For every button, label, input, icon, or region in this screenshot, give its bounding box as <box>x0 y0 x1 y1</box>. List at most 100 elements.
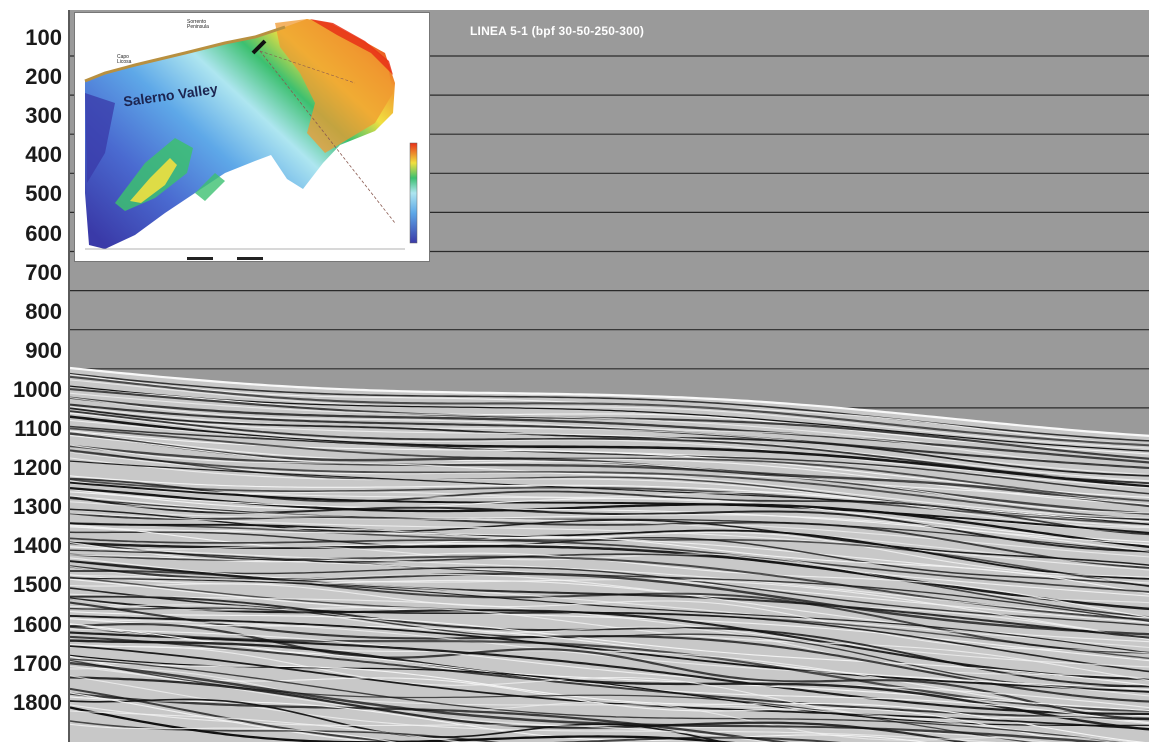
reflector <box>70 475 1149 523</box>
reflector <box>70 618 1149 697</box>
reflector <box>70 412 1149 482</box>
reflector <box>70 379 1149 449</box>
reflector <box>70 385 1149 452</box>
coastline <box>84 25 286 83</box>
reflector <box>70 546 1149 619</box>
reflector <box>70 645 1149 730</box>
reflector <box>70 444 1149 515</box>
time-tick-label: 1600 <box>13 611 62 637</box>
time-tick-label: 300 <box>25 103 62 129</box>
reflector <box>70 597 1149 681</box>
profile-trace <box>259 50 396 224</box>
reflector <box>70 595 1149 688</box>
reflector <box>70 675 998 742</box>
time-tick-label: 1400 <box>13 533 62 559</box>
reflector <box>70 522 1149 588</box>
reflector <box>70 614 1149 693</box>
time-tick-label: 1800 <box>13 689 62 715</box>
reflector <box>70 676 968 742</box>
reflector <box>70 427 1149 502</box>
reflector <box>70 509 1149 567</box>
inset-bathymetry-map: Sorrento Peninsula Capo Licosa Salerno V… <box>74 12 430 262</box>
reflector <box>70 478 1149 526</box>
bathymetry-surface <box>85 19 395 249</box>
reflector <box>70 577 1149 654</box>
reflector <box>70 570 1149 654</box>
time-tick-label: 1200 <box>13 455 62 481</box>
reflector <box>70 375 1149 447</box>
reflector <box>70 593 1149 668</box>
time-tick-label: 1500 <box>13 572 62 598</box>
reflector <box>70 604 1149 680</box>
reflector <box>70 431 1149 506</box>
reflector <box>70 435 1149 506</box>
reflector <box>70 450 1149 521</box>
reflector <box>70 524 1149 595</box>
seismic-reflectors <box>70 366 1149 742</box>
time-tick-label: 400 <box>25 142 62 168</box>
reflector <box>70 623 1149 712</box>
reflector <box>70 557 1149 639</box>
section-title: LINEA 5-1 (bpf 30-50-250-300) <box>470 24 645 38</box>
reflector <box>70 668 1128 742</box>
time-tick-label: 600 <box>25 220 62 246</box>
reflector <box>70 488 1149 543</box>
time-tick-label: 1700 <box>13 650 62 676</box>
reflector <box>70 512 1149 569</box>
reflector <box>70 549 1149 622</box>
reflector <box>70 710 465 742</box>
reflector <box>70 430 1149 498</box>
reflector <box>70 723 397 742</box>
reflector <box>70 425 1149 495</box>
reflector <box>70 407 1149 477</box>
reflector <box>70 617 1149 691</box>
time-tick-label: 200 <box>25 64 62 90</box>
cape-label: Capo Licosa <box>117 54 132 65</box>
reflector <box>70 655 1080 742</box>
time-tick-label: 900 <box>25 337 62 363</box>
reflector <box>70 658 1128 742</box>
reflector <box>70 525 1149 578</box>
reflector <box>70 403 1149 469</box>
reflector <box>70 639 1149 731</box>
time-tick-label: 1300 <box>13 494 62 520</box>
reflector <box>70 388 1149 455</box>
reflector <box>70 598 1149 681</box>
time-tick-label: 800 <box>25 298 62 324</box>
reflector <box>70 658 1146 742</box>
bathymetry-map-canvas <box>84 19 418 260</box>
reflector <box>70 635 1149 721</box>
time-tick-label: 1000 <box>13 376 62 402</box>
time-tick-label: 500 <box>25 181 62 207</box>
reflector <box>70 654 1149 727</box>
survey-line-marker <box>251 39 267 55</box>
seismic-section-canvas <box>70 55 1149 742</box>
reflector <box>70 622 1149 720</box>
seismic-section: LINEA 5-1 (bpf 30-50-250-300) <box>68 10 1149 742</box>
reflector <box>70 412 1149 482</box>
reflector <box>70 560 1149 626</box>
time-tick-label: 700 <box>25 259 62 285</box>
reflector <box>70 415 1149 488</box>
reflector <box>70 481 1149 534</box>
reflector <box>70 372 1149 442</box>
reflector <box>70 397 1149 469</box>
reflector <box>70 628 1149 709</box>
reflector <box>70 631 1149 715</box>
reflector <box>70 512 1149 571</box>
reflector <box>70 565 1149 636</box>
reflector <box>70 692 378 742</box>
time-tick-label: 1100 <box>14 416 62 441</box>
reflector <box>70 497 1149 553</box>
reflector <box>70 396 1149 464</box>
reflector <box>70 687 842 742</box>
scale-bar <box>187 257 213 260</box>
reflector <box>70 610 1149 686</box>
reflector <box>70 444 1149 514</box>
reflector <box>70 522 1149 580</box>
time-tick-label: 100 <box>25 25 62 50</box>
reflector <box>70 537 1149 593</box>
depth-color-scale <box>409 142 418 244</box>
reflector <box>70 451 1149 519</box>
